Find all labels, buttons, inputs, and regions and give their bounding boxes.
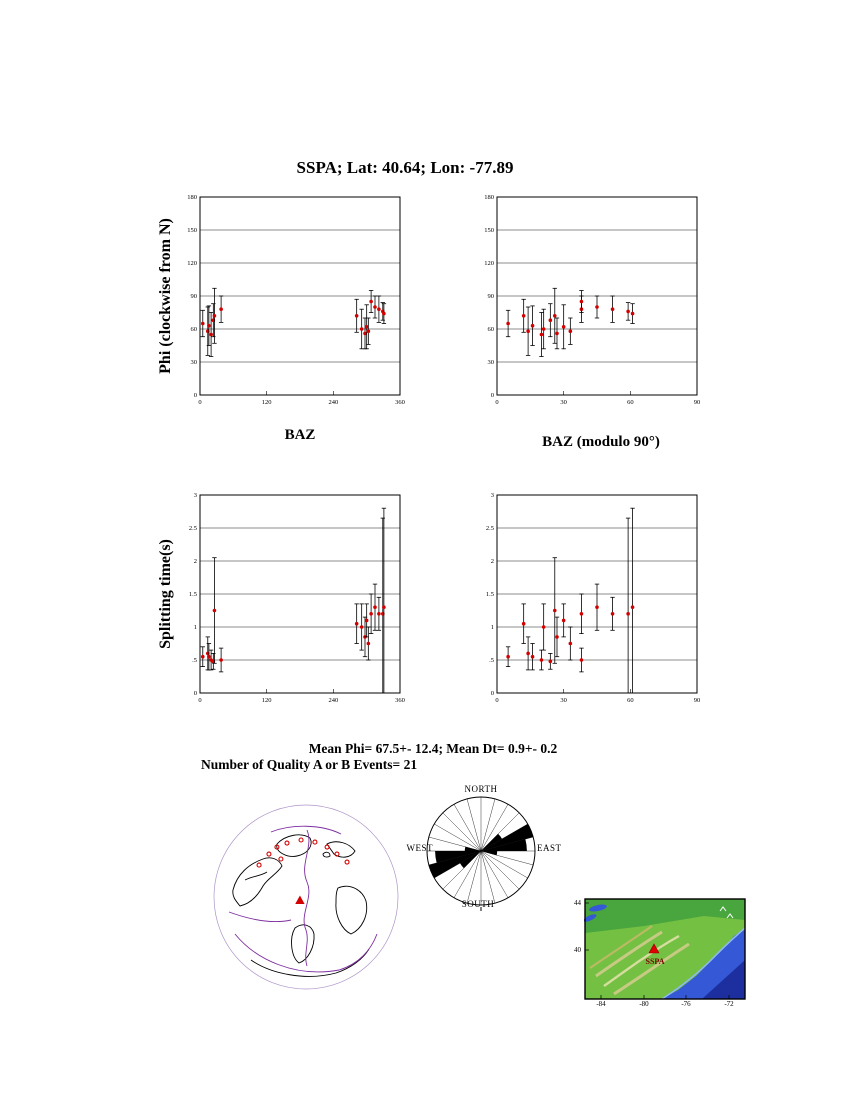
phi-axis-label: Phi (clockwise from N) xyxy=(157,218,174,374)
phi-vs-baz-mod90-chart: 0 30 60 90 120 150 180 0 30 60 90 xyxy=(484,194,701,406)
svg-text:60: 60 xyxy=(191,326,198,333)
svg-text:30: 30 xyxy=(560,399,567,406)
rose-north-label: NORTH xyxy=(464,784,498,794)
svg-text:1.5: 1.5 xyxy=(189,591,197,598)
continent-outlines xyxy=(232,834,370,977)
globe-outline xyxy=(213,804,399,990)
event-count-text: Number of Quality A or B Events= 21 xyxy=(201,757,418,772)
svg-text:360: 360 xyxy=(395,697,405,704)
svg-text:3: 3 xyxy=(491,492,494,499)
rose-west-label: WEST xyxy=(406,843,433,853)
map-lon-tick-84: -84 xyxy=(596,1000,606,1008)
baz-axis-label: BAZ xyxy=(284,427,316,443)
rose-plot xyxy=(426,796,536,911)
svg-text:1: 1 xyxy=(491,624,494,631)
svg-text:60: 60 xyxy=(488,326,495,333)
svg-text:120: 120 xyxy=(484,260,494,267)
map-lon-tick-72: -72 xyxy=(724,1000,734,1008)
svg-text:60: 60 xyxy=(627,697,634,704)
svg-text:60: 60 xyxy=(627,399,634,406)
svg-text:0: 0 xyxy=(194,392,197,399)
svg-text:1.5: 1.5 xyxy=(486,591,494,598)
dt-vs-baz-mod90-chart: 0.511.522.530 30 60 90 xyxy=(486,492,701,704)
map-lat-tick-44: 44 xyxy=(574,899,581,907)
svg-text:0: 0 xyxy=(198,697,201,704)
north-terrain xyxy=(585,899,745,933)
mean-values-text: Mean Phi= 67.5+- 12.4; Mean Dt= 0.9+- 0.… xyxy=(308,741,558,756)
baz-mod90-axis-label: BAZ (modulo 90°) xyxy=(542,434,660,450)
svg-text:2.5: 2.5 xyxy=(189,525,197,532)
lake-erie xyxy=(584,914,597,922)
rose-east-label: EAST xyxy=(537,843,562,853)
lake-ontario xyxy=(589,904,607,912)
svg-text:0: 0 xyxy=(194,690,197,697)
svg-text:.5: .5 xyxy=(489,657,494,664)
map-frame xyxy=(584,898,746,1000)
globe-map xyxy=(213,804,399,990)
svg-text:30: 30 xyxy=(191,359,198,366)
rose-south-label: SOUTH xyxy=(461,899,495,909)
svg-text:0: 0 xyxy=(491,690,494,697)
station-marker-triangle xyxy=(648,943,660,954)
map-lon-tick-80: -80 xyxy=(639,1000,649,1008)
svg-text:0: 0 xyxy=(495,399,498,406)
svg-text:180: 180 xyxy=(484,194,494,201)
svg-text:2.5: 2.5 xyxy=(486,525,494,532)
svg-text:180: 180 xyxy=(187,194,197,201)
svg-text:90: 90 xyxy=(694,399,701,406)
svg-text:90: 90 xyxy=(191,293,198,300)
svg-text:1: 1 xyxy=(194,624,197,631)
splitting-time-axis-label: Splitting time(s) xyxy=(157,539,174,649)
svg-text:3: 3 xyxy=(194,492,197,499)
svg-text:240: 240 xyxy=(328,697,338,704)
plate-boundaries xyxy=(228,825,378,973)
map-lon-tick-76: -76 xyxy=(681,1000,691,1008)
mountain-peaks xyxy=(719,906,734,919)
svg-text:30: 30 xyxy=(488,359,495,366)
station-name-label: SSPA xyxy=(646,957,665,966)
svg-text:120: 120 xyxy=(262,399,272,406)
svg-text:.5: .5 xyxy=(192,657,197,664)
phi-vs-baz-chart: 0 30 60 90 120 150 180 0 120 240 360 xyxy=(187,194,405,406)
map-lat-tick-40: 40 xyxy=(574,946,581,954)
svg-text:360: 360 xyxy=(395,399,405,406)
deep-ocean xyxy=(702,960,745,999)
svg-text:2: 2 xyxy=(194,558,197,565)
coastal-shelf xyxy=(661,927,746,1000)
svg-text:30: 30 xyxy=(560,697,567,704)
svg-text:150: 150 xyxy=(187,227,197,234)
svg-text:90: 90 xyxy=(488,293,495,300)
svg-text:90: 90 xyxy=(694,697,701,704)
svg-text:0: 0 xyxy=(198,399,201,406)
svg-text:120: 120 xyxy=(187,260,197,267)
svg-text:120: 120 xyxy=(262,697,272,704)
event-markers-group xyxy=(256,837,350,904)
dt-vs-baz-chart: 0 .5 1 1.5 2 2.5 3 0 120 240 360 xyxy=(189,492,405,704)
svg-text:150: 150 xyxy=(484,227,494,234)
appalachian-ridges xyxy=(589,925,690,996)
svg-text:240: 240 xyxy=(328,399,338,406)
svg-text:2: 2 xyxy=(491,558,494,565)
topo-map-canvas: SSPA xyxy=(584,898,746,1000)
page-title: SSPA; Lat: 40.64; Lon: -77.89 xyxy=(296,158,514,177)
svg-text:0: 0 xyxy=(491,392,494,399)
svg-text:0: 0 xyxy=(495,697,498,704)
